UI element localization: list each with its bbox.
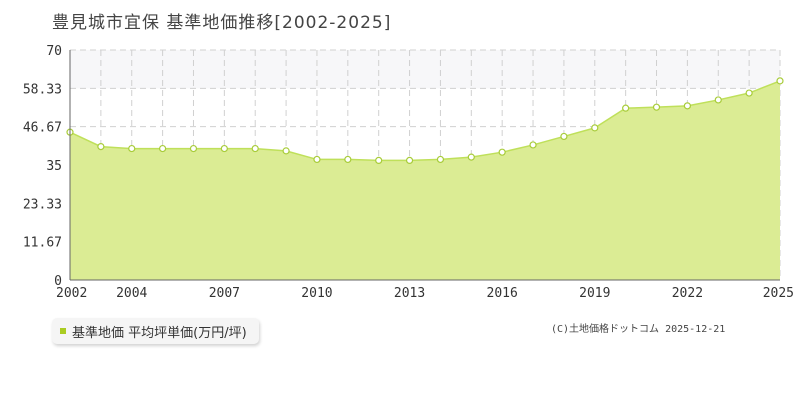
y-tick-label: 58.33 — [23, 82, 62, 97]
y-tick-label: 0 — [54, 274, 62, 289]
x-tick-label: 2010 — [301, 286, 332, 300]
data-point — [467, 153, 475, 161]
data-point — [189, 144, 198, 153]
data-point — [405, 156, 414, 164]
data-point — [745, 89, 753, 97]
data-point — [498, 148, 506, 156]
y-tick-label: 35 — [46, 159, 62, 174]
data-point — [622, 104, 630, 112]
y-tick-label: 46.67 — [23, 121, 62, 136]
series-area — [70, 80, 780, 280]
x-tick-label: 2016 — [487, 286, 518, 300]
data-point — [714, 96, 722, 104]
data-point — [375, 156, 383, 164]
data-point — [159, 144, 167, 153]
data-point — [282, 147, 290, 155]
x-tick-label: 2007 — [209, 286, 240, 300]
data-point — [220, 144, 228, 153]
data-point — [591, 124, 599, 132]
data-point — [652, 103, 661, 111]
data-point — [529, 141, 537, 149]
plot-band — [70, 50, 780, 89]
data-point — [97, 143, 105, 151]
data-point — [251, 144, 259, 153]
data-point — [344, 155, 352, 164]
x-tick-label: 2013 — [394, 286, 425, 300]
legend-swatch — [60, 328, 66, 334]
x-tick-label: 2002 — [56, 286, 87, 300]
y-tick-label: 11.67 — [23, 236, 62, 251]
legend-label: 基準地価 平均坪単価(万円/坪) — [72, 325, 247, 341]
data-point — [313, 155, 321, 164]
data-point — [683, 102, 691, 110]
x-tick-label: 2004 — [116, 286, 147, 300]
data-point — [776, 77, 784, 85]
series-line — [69, 80, 781, 162]
y-tick-label: 70 — [46, 44, 62, 59]
x-tick-label: 2022 — [672, 286, 703, 300]
data-point — [560, 132, 568, 141]
chart-title: 豊見城市宜保 基準地価推移[2002-2025] — [52, 13, 392, 33]
x-tick-label: 2025 — [763, 286, 794, 300]
x-tick-label: 2019 — [579, 286, 610, 300]
y-tick-label: 23.33 — [23, 197, 62, 212]
data-point — [128, 144, 136, 153]
data-point — [436, 155, 445, 164]
legend: 基準地価 平均坪単価(万円/坪) — [52, 318, 259, 344]
area-chart: 0 11.67 23.33 35 46.67 58.33 70 2002 2004 2007 20… — [23, 44, 794, 300]
copyright-credit: (C)土地価格ドットコム 2025-12-21 — [551, 324, 726, 335]
